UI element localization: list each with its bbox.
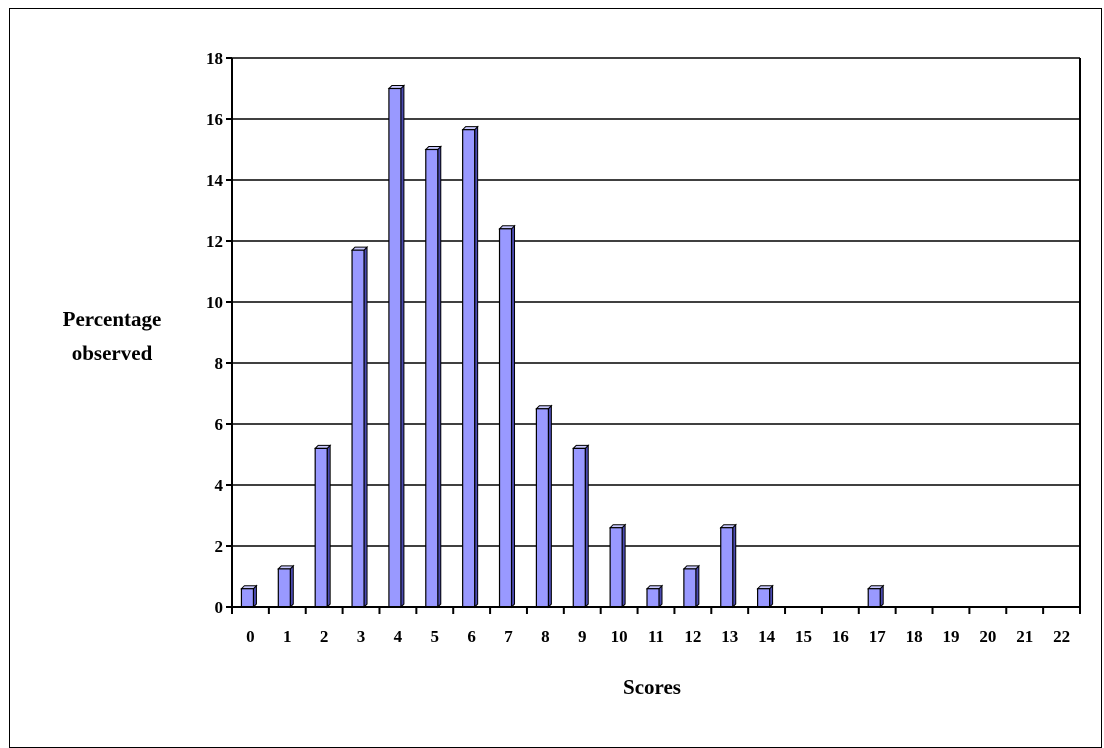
bar [682, 564, 701, 609]
x-tick-label: 7 [504, 627, 513, 646]
x-tick-label: 17 [869, 627, 887, 646]
x-tick-label: 16 [832, 627, 849, 646]
x-tick-label: 20 [979, 627, 996, 646]
x-tick-label: 13 [721, 627, 738, 646]
x-tick-label: 8 [541, 627, 550, 646]
bar [535, 404, 553, 609]
y-tick-label: 14 [206, 171, 224, 190]
bar [572, 444, 590, 609]
y-tick-label: 0 [215, 598, 224, 617]
x-tick-label: 22 [1053, 627, 1070, 646]
bar [867, 584, 885, 609]
bar [719, 523, 737, 609]
x-tick-label: 11 [648, 627, 664, 646]
y-axis-title-line-2: observed [72, 341, 153, 365]
x-tick-label: 10 [611, 627, 628, 646]
y-axis-title-line-1: Percentage [63, 307, 162, 331]
x-tick-label: 6 [467, 627, 476, 646]
y-tick-label: 8 [215, 354, 224, 373]
x-tick-label: 15 [795, 627, 812, 646]
y-tick-label: 18 [206, 49, 223, 68]
x-axis-ticks: 0 1 2 3 4 5 6 7 8 9 10 11 12 13 14 15 16 17 18 19 20 21 22 [231, 607, 1081, 646]
x-tick-label: 9 [578, 627, 587, 646]
x-tick-label: 18 [906, 627, 923, 646]
bar [645, 584, 664, 609]
y-tick-label: 16 [206, 110, 223, 129]
y-tick-label: 2 [215, 537, 224, 556]
bar [240, 584, 258, 609]
y-axis-ticks: 0 2 4 6 8 10 12 14 16 18 [206, 49, 232, 617]
gridlines [232, 57, 1080, 547]
x-tick-label: 12 [684, 627, 701, 646]
x-tick-label: 5 [431, 627, 440, 646]
x-tick-label: 21 [1016, 627, 1033, 646]
bar [313, 444, 332, 609]
bar [277, 564, 295, 609]
x-tick-label: 4 [394, 627, 403, 646]
bars [240, 84, 885, 609]
y-tick-label: 10 [206, 293, 223, 312]
x-tick-label: 1 [283, 627, 292, 646]
bar [350, 245, 369, 609]
bar [608, 523, 627, 609]
x-tick-label: 14 [758, 627, 776, 646]
bar [461, 125, 479, 609]
bar [498, 224, 516, 609]
x-tick-label: 3 [357, 627, 366, 646]
y-tick-label: 4 [215, 476, 224, 495]
bar [387, 84, 406, 609]
y-tick-label: 12 [206, 232, 223, 251]
bar [756, 584, 774, 609]
x-tick-label: 2 [320, 627, 329, 646]
x-tick-label: 0 [246, 627, 255, 646]
x-tick-label: 19 [942, 627, 959, 646]
x-axis-title: Scores [623, 675, 681, 699]
bar [424, 145, 442, 609]
y-tick-label: 6 [215, 415, 224, 434]
